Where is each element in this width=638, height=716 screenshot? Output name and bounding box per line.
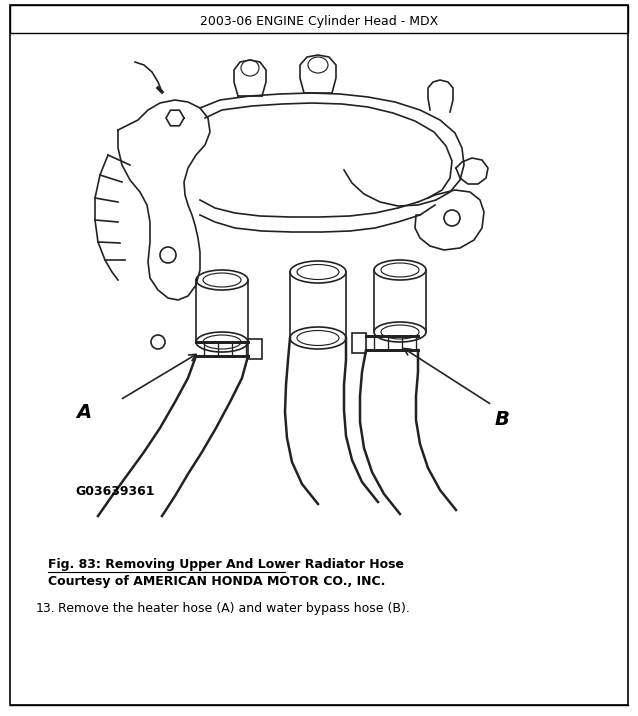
Bar — [352, 333, 366, 353]
Text: 13.: 13. — [36, 602, 56, 615]
Text: B: B — [495, 410, 510, 429]
Bar — [248, 339, 262, 359]
Text: Fig. 83: Removing Upper And Lower Radiator Hose: Fig. 83: Removing Upper And Lower Radiat… — [48, 558, 404, 571]
Text: Remove the heater hose (A) and water bypass hose (B).: Remove the heater hose (A) and water byp… — [58, 602, 410, 615]
Bar — [10, 5, 628, 33]
Text: Courtesy of AMERICAN HONDA MOTOR CO., INC.: Courtesy of AMERICAN HONDA MOTOR CO., IN… — [48, 575, 385, 588]
Text: G03639361: G03639361 — [75, 485, 154, 498]
Text: 2003-06 ENGINE Cylinder Head - MDX: 2003-06 ENGINE Cylinder Head - MDX — [200, 14, 438, 27]
Text: A: A — [76, 403, 91, 422]
